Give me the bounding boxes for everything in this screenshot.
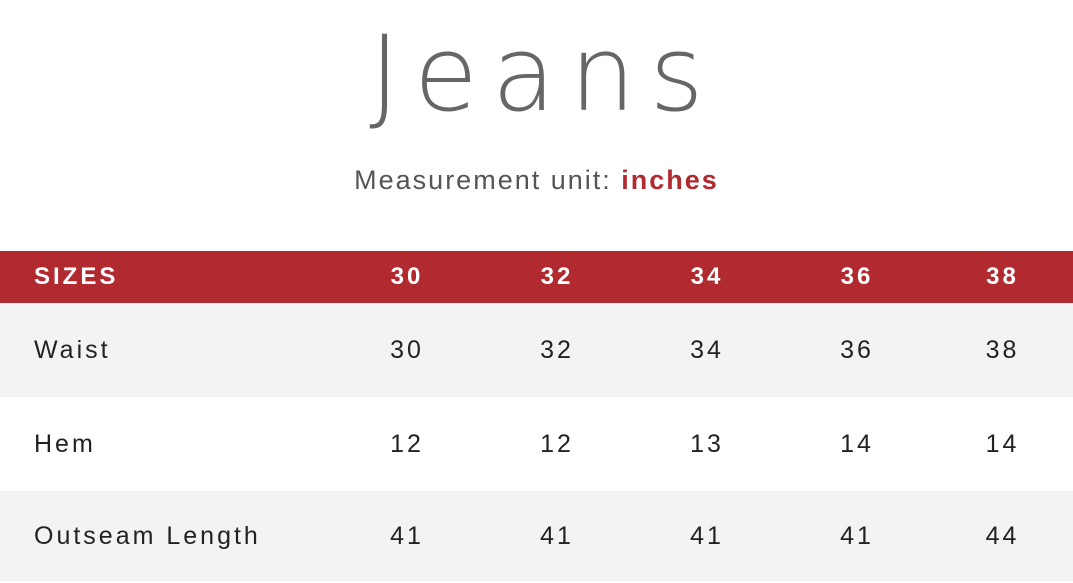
table-cell: 14 xyxy=(840,429,874,458)
table-cell: 41 xyxy=(540,521,574,550)
header-size: 36 xyxy=(840,263,874,290)
table-cell: 12 xyxy=(540,429,574,458)
header-size: 34 xyxy=(690,263,724,290)
size-table: SIZES 30 32 34 36 38 Waist 30 32 34 36 3… xyxy=(0,251,1073,581)
table-cell: 44 xyxy=(985,521,1020,550)
row-label: Waist xyxy=(34,335,111,364)
table-cell: 12 xyxy=(390,429,424,458)
row-label: Outseam Length xyxy=(34,521,261,550)
header-size: 38 xyxy=(986,263,1019,290)
table-row-waist: Waist 30 32 34 36 38 xyxy=(0,303,1073,397)
measurement-unit-note: Measurement unit: inches xyxy=(0,163,1073,197)
table-header-row: SIZES 30 32 34 36 38 xyxy=(0,251,1073,303)
header-sizes-label: SIZES xyxy=(34,263,119,290)
table-row-hem: Hem 12 12 13 14 14 xyxy=(0,397,1073,491)
table-cell: 41 xyxy=(690,521,724,550)
measurement-unit-label: Measurement unit: xyxy=(354,165,612,195)
table-cell: 32 xyxy=(540,335,574,364)
table-cell: 14 xyxy=(985,429,1020,458)
row-label: Hem xyxy=(34,429,96,458)
table-cell: 41 xyxy=(840,521,874,550)
header-size: 30 xyxy=(390,263,424,290)
measurement-unit-value: inches xyxy=(621,165,719,195)
page-title: Jeans xyxy=(369,13,718,135)
table-cell: 13 xyxy=(690,429,724,458)
table-row-outseam-length: Outseam Length 41 41 41 41 44 xyxy=(0,491,1073,581)
table-cell: 34 xyxy=(690,335,724,364)
table-cell: 36 xyxy=(840,335,874,364)
header-size: 32 xyxy=(540,263,574,290)
table-cell: 38 xyxy=(985,335,1020,364)
table-cell: 30 xyxy=(390,335,424,364)
table-cell: 41 xyxy=(390,521,424,550)
